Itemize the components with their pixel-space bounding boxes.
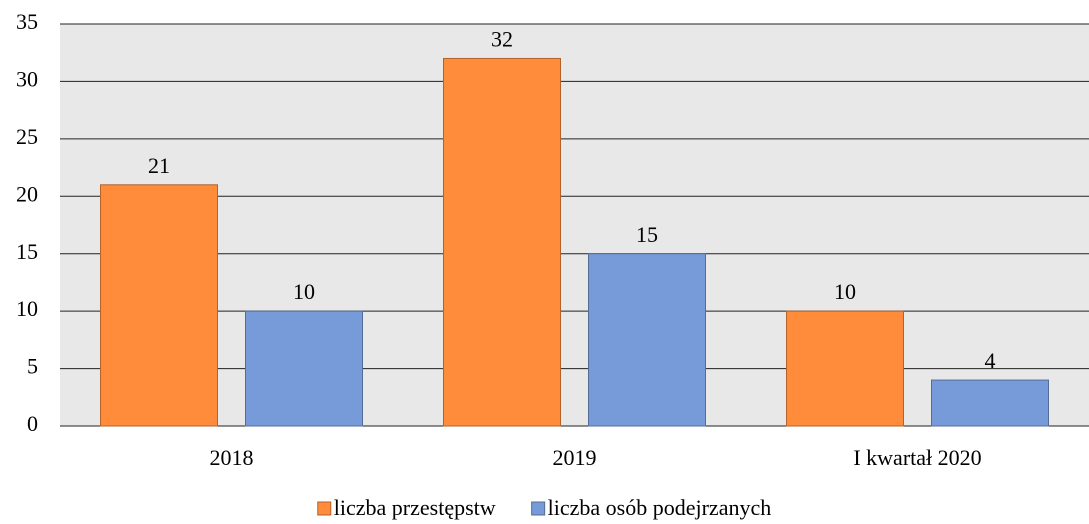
- y-tick-label: 10: [16, 296, 38, 321]
- y-tick-label: 35: [16, 9, 38, 34]
- data-label: 15: [636, 222, 658, 247]
- x-tick-label: 2019: [553, 445, 597, 470]
- x-tick-label: 2018: [210, 445, 254, 470]
- bar: [245, 310, 363, 427]
- data-label: 4: [985, 348, 996, 373]
- x-tick-label: I kwartał 2020: [853, 445, 981, 470]
- bar: [443, 57, 561, 427]
- bar: [931, 379, 1049, 427]
- bar: [786, 310, 904, 427]
- y-tick-label: 15: [16, 239, 38, 264]
- data-label: 21: [148, 153, 170, 178]
- y-tick-label: 5: [27, 354, 38, 379]
- y-tick-label: 25: [16, 124, 38, 149]
- y-tick-label: 30: [16, 66, 38, 91]
- data-label: 10: [834, 279, 856, 304]
- y-tick-label: 20: [16, 181, 38, 206]
- plot-area: [60, 24, 1089, 426]
- data-label: 10: [293, 279, 315, 304]
- bar: [100, 184, 218, 427]
- legend-label: liczba osób podejrzanych: [548, 495, 772, 520]
- legend-swatch: [317, 501, 332, 516]
- bar: [588, 253, 706, 427]
- legend-swatch: [531, 501, 546, 516]
- legend-label: liczba przestępstw: [334, 495, 496, 520]
- data-label: 32: [491, 27, 513, 52]
- y-tick-label: 0: [27, 411, 38, 436]
